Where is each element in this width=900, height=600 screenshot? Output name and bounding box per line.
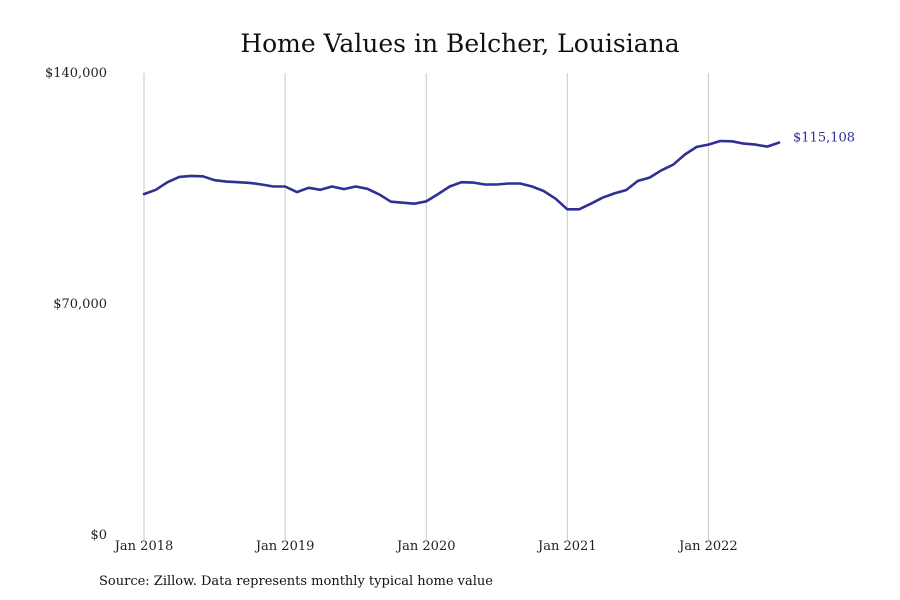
x-tick-label: Jan 2019 bbox=[254, 539, 315, 554]
x-tick-label: Jan 2022 bbox=[677, 539, 738, 554]
x-tick-label: Jan 2018 bbox=[113, 539, 174, 554]
source-note: Source: Zillow. Data represents monthly … bbox=[99, 574, 493, 589]
x-axis: Jan 2018 Jan 2019 Jan 2020 Jan 2021 Jan 2022 bbox=[113, 539, 738, 554]
x-tick-label: Jan 2020 bbox=[395, 539, 456, 554]
y-tick-label: $140,000 bbox=[45, 66, 107, 81]
last-value-label: $115,108 bbox=[793, 131, 855, 146]
series-line bbox=[142, 139, 781, 211]
grid bbox=[143, 73, 709, 540]
chart-title: Home Values in Belcher, Louisiana bbox=[240, 29, 679, 58]
plot-area bbox=[142, 139, 781, 211]
x-tick-label: Jan 2021 bbox=[536, 539, 597, 554]
y-axis: $0 $70,000 $140,000 bbox=[45, 66, 107, 543]
y-tick-label: $70,000 bbox=[53, 297, 107, 312]
y-tick-label: $0 bbox=[90, 528, 107, 543]
